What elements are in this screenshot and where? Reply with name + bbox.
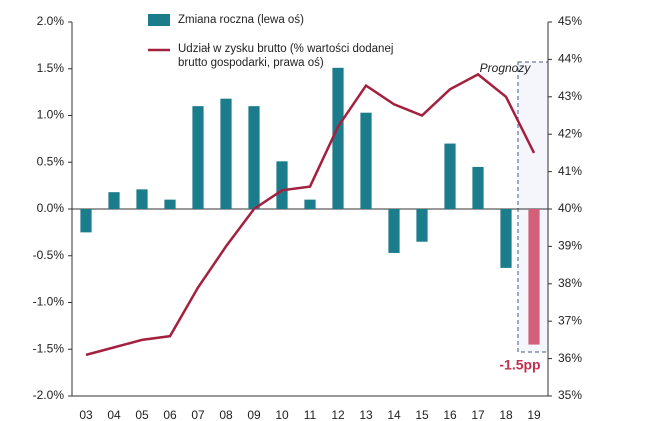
bar [248,106,260,209]
y-tick-label: 0.5% [37,154,65,168]
legend-label: Zmiana roczna (lewa oś) [178,14,304,26]
bar [192,106,204,209]
x-tick-label: 10 [275,408,289,421]
bar [304,199,316,209]
y2-tick-label: 42% [558,126,582,140]
y2-tick-label: 45% [558,14,582,28]
y-tick-label: 1.0% [37,108,65,122]
line [85,72,536,357]
y2-tick-label: 41% [558,164,582,178]
bar [500,209,512,268]
x-tick-label: 09 [247,408,261,421]
y2-tick-label: 38% [558,276,582,290]
y-tick-label: -0.5% [33,248,65,262]
y2-tick-label: 40% [558,201,582,215]
bar [220,98,232,209]
y-tick-label: -1.0% [33,295,65,309]
y2-tick-label: 44% [558,52,582,66]
bar [108,192,120,209]
bar [136,189,148,209]
y2-tick-label: 35% [558,388,582,402]
x-tick-label: 15 [415,408,429,421]
x-tick-label: 07 [191,408,205,421]
bar [472,166,484,209]
x-tick-label: 04 [107,408,121,421]
y-tick-label: 0.0% [37,201,65,215]
bar [360,112,372,209]
y2-tick-label: 39% [558,239,582,253]
x-tick-label: 08 [219,408,233,421]
x-tick-label: 17 [471,408,485,421]
x-tick-label: 06 [163,408,177,421]
x-tick-label: 14 [387,408,401,421]
x-tick-label: 16 [443,408,457,421]
x-tick-label: 18 [499,408,513,421]
bar [276,161,288,209]
bar [388,209,400,253]
x-tick-label: 05 [135,408,149,421]
x-tick-label: 19 [527,408,541,421]
bar [528,209,540,345]
y2-tick-label: 36% [558,351,582,365]
annotation: Prognozy [480,61,532,75]
y2-tick-label: 43% [558,89,582,103]
bar [444,143,456,209]
bar [332,67,344,209]
x-tick-label: 13 [359,408,373,421]
x-tick-label: 11 [304,408,317,421]
y-tick-label: 2.0% [37,14,65,28]
y2-tick-label: 37% [558,313,582,327]
bar [416,209,428,242]
legend-swatch [148,14,170,26]
x-tick-label: 12 [331,408,345,421]
bar [164,199,176,209]
y-tick-label: -1.5% [33,341,65,355]
legend-label: Udział w zysku brutto (% wartości dodane… [178,43,394,69]
x-tick-label: 03 [79,408,93,421]
bar [80,209,92,233]
annotation: -1.5pp [499,357,540,373]
y-tick-label: -2.0% [33,388,65,402]
y-tick-label: 1.5% [37,61,65,75]
